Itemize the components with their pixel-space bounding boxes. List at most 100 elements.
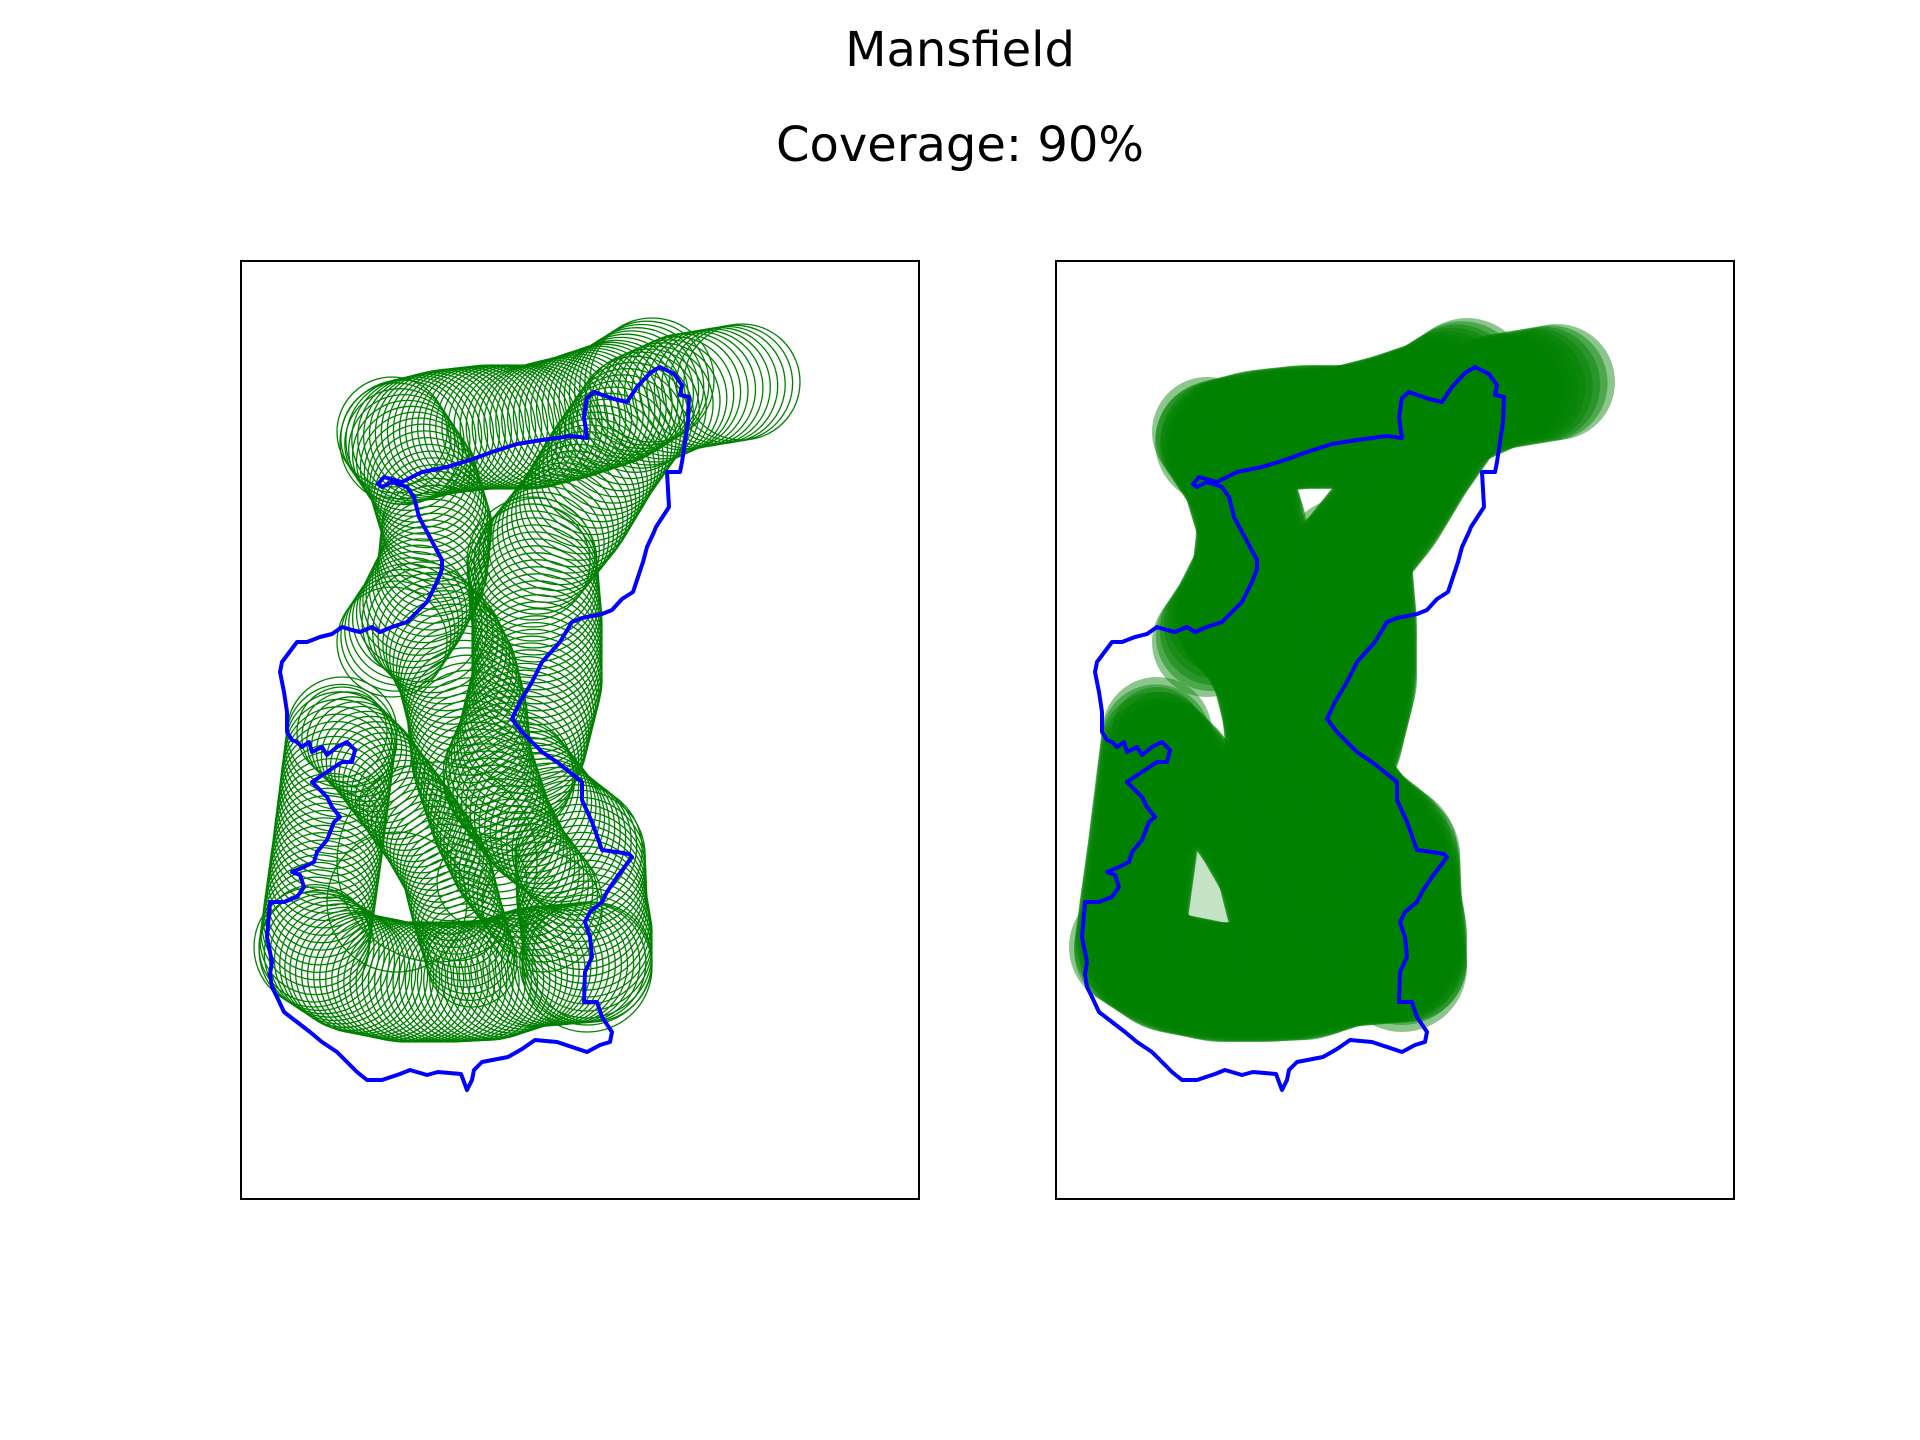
coverage-circle	[1238, 736, 1359, 857]
coverage-circle	[1310, 358, 1435, 483]
coverage-circle	[1316, 357, 1441, 482]
coverage-circle	[340, 580, 452, 692]
coverage-circle	[1278, 817, 1399, 938]
coverage-circle	[1201, 590, 1322, 711]
coverage-circle	[1394, 324, 1519, 449]
coverage-circle	[1287, 559, 1417, 690]
coverage-circle	[331, 919, 453, 1041]
coverage-circle	[1293, 498, 1410, 615]
coverage-circle	[1095, 728, 1206, 839]
coverage-circle	[1285, 907, 1406, 1028]
coverage-circle	[1165, 922, 1285, 1042]
coverage-circle	[579, 323, 705, 450]
coverage-circle	[1104, 910, 1225, 1031]
coverage-circle	[1322, 355, 1447, 480]
coverage-circle	[1240, 743, 1361, 864]
coverage-circle	[1334, 444, 1451, 561]
coverage-circle	[1193, 506, 1304, 617]
coverage-circle	[1328, 903, 1449, 1024]
coverage-circle	[1194, 464, 1305, 575]
coverage-circle	[1484, 326, 1601, 443]
coverage-circle	[1280, 909, 1400, 1030]
coverage-circle	[362, 544, 474, 656]
coverage-circle	[1188, 444, 1299, 555]
coverage-circle	[1110, 912, 1231, 1033]
coverage-circle	[476, 835, 599, 957]
coverage-circle	[478, 497, 596, 615]
coverage-circle	[1274, 811, 1395, 932]
coverage-circle	[1310, 771, 1441, 902]
coverage-circle	[1166, 749, 1257, 840]
coverage-circle	[357, 374, 483, 501]
coverage-circle	[1076, 877, 1186, 988]
coverage-circle	[1262, 792, 1383, 913]
coverage-circle	[1330, 797, 1461, 928]
coverage-circle	[1069, 887, 1189, 1007]
coverage-circle	[547, 341, 673, 467]
coverage-circle	[1375, 380, 1492, 497]
coverage-circle	[1149, 727, 1240, 818]
coverage-circle	[1226, 366, 1351, 491]
coverage-circle	[1299, 361, 1423, 486]
coverage-circle	[336, 586, 448, 698]
coverage-circle	[1269, 805, 1390, 926]
coverage-circle	[1131, 706, 1222, 797]
coverage-circle	[1347, 902, 1467, 1022]
coverage-circle	[1158, 738, 1248, 829]
coverage-circle	[1316, 904, 1437, 1025]
coverage-circle	[1294, 758, 1425, 889]
coverage-circle	[1233, 722, 1354, 843]
coverage-circle	[1266, 689, 1397, 820]
coverage-circle	[1287, 580, 1417, 711]
coverage-circle	[1327, 784, 1458, 915]
coverage-circle	[1194, 788, 1285, 879]
coverage-circle	[1079, 893, 1200, 1014]
coverage-circle	[1419, 342, 1535, 459]
coverage-circle	[366, 423, 479, 535]
coverage-circle	[1316, 776, 1447, 907]
coverage-circle	[1312, 474, 1429, 591]
coverage-circle	[1303, 486, 1420, 603]
coverage-circle	[1089, 900, 1210, 1021]
coverage-circle	[1190, 371, 1315, 496]
coverage-circle	[1331, 811, 1461, 942]
coverage-circle	[1182, 424, 1293, 535]
coverage-circle	[1228, 707, 1349, 828]
coverage-circle	[1189, 922, 1310, 1042]
coverage-circle	[1171, 557, 1282, 668]
coverage-circle	[1262, 915, 1383, 1035]
coverage-circle	[1432, 336, 1549, 453]
coverage-circle	[1258, 709, 1389, 840]
coverage-circle	[1178, 374, 1303, 499]
coverage-circle	[1331, 832, 1462, 963]
coverage-circle	[399, 823, 492, 915]
coverage-circle	[371, 525, 484, 637]
coverage-circle	[1255, 778, 1376, 899]
coverage-circle	[1220, 647, 1341, 768]
coverage-circle	[568, 330, 695, 456]
coverage-circle	[1244, 920, 1365, 1041]
coverage-circle	[1291, 906, 1412, 1027]
coverage-circle	[683, 323, 801, 441]
coverage-circle	[1280, 742, 1411, 873]
coverage-circle	[584, 320, 710, 446]
coverage-circle	[1187, 572, 1308, 693]
coverage-circle	[1190, 782, 1281, 873]
coverage-circle	[427, 750, 549, 872]
coverage-circle	[1383, 368, 1500, 485]
coverage-circle	[1285, 622, 1416, 753]
coverage-circle	[1205, 806, 1296, 897]
coverage-circle	[1287, 829, 1408, 950]
coverage-subtitle: Coverage: 90%	[775, 117, 1145, 173]
coverage-circle	[1141, 716, 1232, 807]
coverage-circle	[1328, 353, 1453, 478]
coverage-circle	[1287, 587, 1417, 718]
coverage-circle	[492, 479, 610, 598]
coverage-circle	[1152, 762, 1352, 962]
coverage-circle	[1256, 916, 1377, 1037]
coverage-circle	[1223, 662, 1344, 783]
coverage-circle	[1101, 684, 1212, 795]
coverage-circle	[1286, 552, 1417, 683]
coverage-circle	[1225, 685, 1346, 806]
coverage-circle	[1298, 906, 1418, 1027]
